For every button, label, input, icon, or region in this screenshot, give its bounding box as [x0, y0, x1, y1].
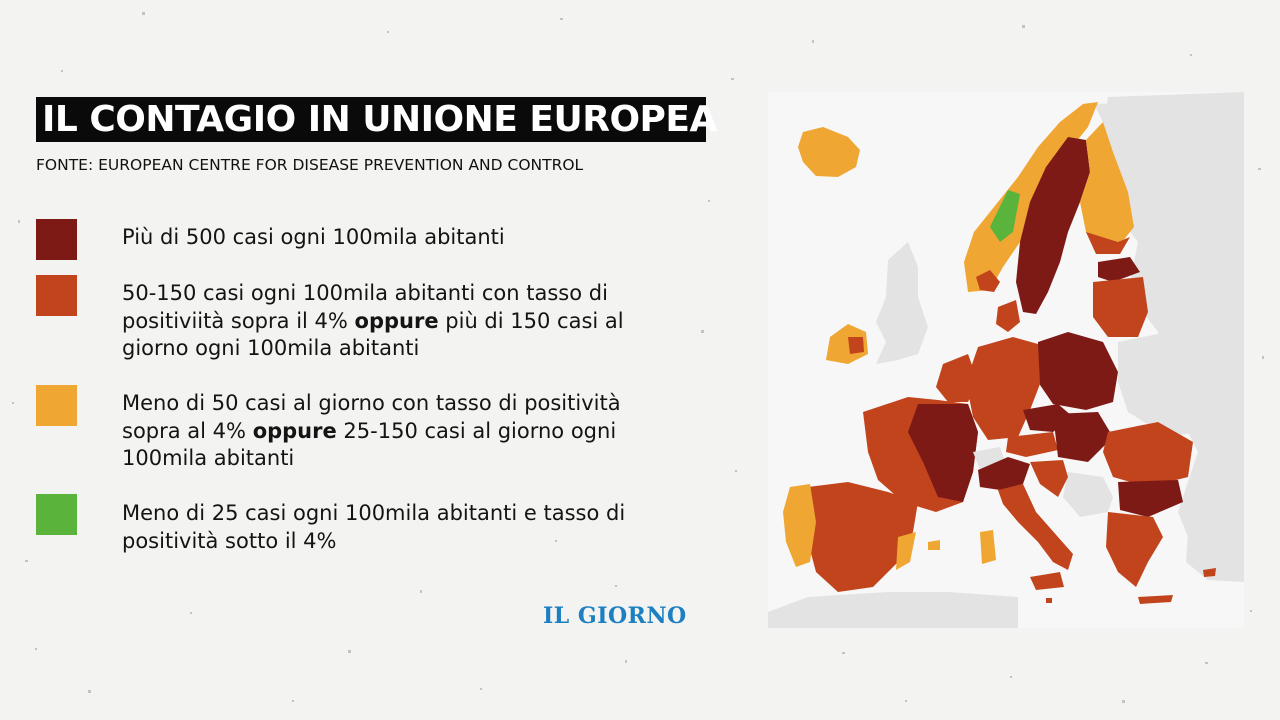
- region-north-africa: [768, 592, 1018, 628]
- region-russia-east: [1098, 92, 1244, 562]
- europe-map: [768, 92, 1244, 628]
- legend-label-low-text: Meno di 25 casi ogni 100mila abitanti e …: [122, 501, 626, 553]
- region-ireland-east: [848, 337, 864, 354]
- region-romania: [1103, 422, 1193, 487]
- region-finland: [1080, 122, 1134, 252]
- il-giorno-logo: IL GIORNO: [543, 603, 687, 629]
- region-malta: [1046, 598, 1052, 603]
- region-germany: [966, 337, 1040, 440]
- legend-swatch-high: [36, 275, 77, 316]
- legend-label-high-bold: oppure: [354, 308, 439, 333]
- region-france-east-dark: [908, 404, 978, 502]
- region-sardinia: [980, 530, 996, 564]
- region-denmark: [996, 300, 1020, 332]
- legend-label-high: 50-150 casi ogni 100mila abitanti con ta…: [122, 280, 682, 363]
- region-uk: [876, 242, 928, 364]
- region-turkey: [1186, 522, 1244, 582]
- legend-label-low: Meno di 25 casi ogni 100mila abitanti e …: [122, 500, 682, 555]
- legend-swatch-low: [36, 494, 77, 535]
- region-hungary-slovakia: [1053, 412, 1113, 462]
- page-title: IL CONTAGIO IN UNIONE EUROPEA: [36, 97, 717, 142]
- region-cyprus: [1203, 568, 1216, 577]
- region-sweden: [1016, 137, 1090, 314]
- legend-label-medium-text-a: Meno di 50 casi al giorno con tasso di p…: [122, 391, 621, 443]
- data-source: FONTE: EUROPEAN CENTRE FOR DISEASE PREVE…: [36, 156, 584, 174]
- region-poland: [1038, 332, 1118, 410]
- region-norway-north-nonEU: [1094, 102, 1160, 162]
- region-bulgaria: [1118, 480, 1183, 517]
- region-balkans-nonEU: [1063, 472, 1113, 517]
- region-italy-north: [978, 457, 1030, 490]
- region-crete: [1138, 595, 1173, 604]
- region-croatia: [1030, 460, 1068, 497]
- region-norway-west-green: [990, 190, 1020, 242]
- region-spain: [808, 482, 918, 592]
- region-austria: [1006, 432, 1058, 457]
- legend-label-medium: Meno di 50 casi al giorno con tasso di p…: [122, 390, 682, 473]
- region-iceland: [798, 127, 860, 177]
- legend-label-high-text-a: 50-150 casi ogni 100mila abitanti con ta…: [122, 281, 608, 333]
- region-norway-south-red: [976, 270, 1000, 292]
- legend-label-medium-bold: oppure: [252, 418, 337, 443]
- legend-swatch-medium: [36, 385, 77, 426]
- region-balearics: [928, 540, 940, 550]
- region-ireland: [826, 324, 868, 364]
- region-sicily: [1030, 572, 1064, 590]
- region-benelux: [936, 354, 978, 402]
- legend-label-medium-text-b: 25-150 casi al giorno ogni 100mila abita…: [122, 418, 617, 471]
- legend-label-very-high-text: Più di 500 casi ogni 100mila abitanti: [122, 225, 505, 249]
- legend-label-very-high: Più di 500 casi ogni 100mila abitanti: [122, 224, 682, 252]
- region-belarus-ukraine: [1118, 332, 1208, 437]
- region-italy: [998, 484, 1073, 570]
- region-finland-south: [1086, 232, 1130, 254]
- region-portugal: [783, 484, 816, 567]
- region-estonia: [1098, 257, 1140, 282]
- legend-swatch-very-high: [36, 219, 77, 260]
- legend-label-high-text-b: più di 150 casi al giorno ogni 100mila a…: [122, 308, 624, 361]
- region-spain-east: [896, 532, 916, 570]
- region-greece: [1106, 512, 1163, 587]
- region-latvia-lithuania: [1093, 277, 1148, 337]
